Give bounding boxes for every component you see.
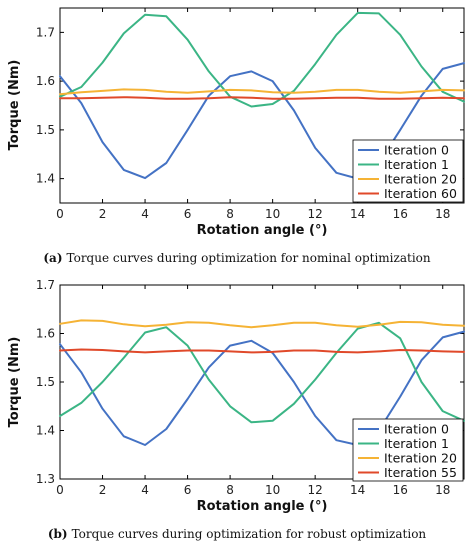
series-line-iteration-0 <box>59 62 465 180</box>
x-tick-label: 16 <box>393 483 408 497</box>
y-tick-label: 1.5 <box>36 123 55 137</box>
series-line-iteration-0 <box>59 330 465 446</box>
legend-label: Iteration 1 <box>384 436 449 451</box>
x-tick-label: 18 <box>435 483 450 497</box>
series-line-iteration-1 <box>59 11 465 108</box>
caption-b: (b) Torque curves during optimization for… <box>48 527 427 541</box>
x-tick-label: 12 <box>308 207 323 221</box>
series-line-iteration-20 <box>59 88 465 96</box>
panel-b: 0 2 4 6 8 10 12 14 16 18 1.3 1.4 1.5 1.6 1.7 Iteration … <box>7 278 465 541</box>
y-tick-label: 1.6 <box>36 327 55 341</box>
caption-text: Torque curves during optimization for ro… <box>72 527 427 541</box>
x-tick-label: 2 <box>99 483 107 497</box>
x-tick-label: 4 <box>141 483 149 497</box>
legend-label: Iteration 60 <box>384 186 457 201</box>
x-tick-label: 0 <box>56 207 64 221</box>
y-tick-label: 1.5 <box>36 375 55 389</box>
x-tick-label: 4 <box>141 207 149 221</box>
x-tick-label: 8 <box>226 483 234 497</box>
y-tick-label: 1.7 <box>36 278 55 292</box>
plot-frame <box>59 7 465 204</box>
caption-text: Torque curves during optimization for no… <box>67 251 431 265</box>
x-tick-label: 0 <box>56 483 64 497</box>
x-tick-label: 2 <box>99 207 107 221</box>
series-line-iteration-20 <box>59 319 465 329</box>
caption-tag: (b) <box>48 527 68 541</box>
y-axis-label: Torque (Nm) <box>7 60 22 151</box>
legend-label: Iteration 0 <box>384 143 449 158</box>
x-axis-label: Rotation angle (°) <box>197 499 328 514</box>
x-tick-label: 12 <box>308 483 323 497</box>
caption-tag: (a) <box>43 251 62 265</box>
y-tick-label: 1.3 <box>36 472 55 486</box>
x-tick-label: 6 <box>184 483 192 497</box>
series-line-iteration-60 <box>59 96 465 100</box>
x-axis-label: Rotation angle (°) <box>197 223 328 238</box>
legend-label: Iteration 20 <box>384 172 457 187</box>
x-tick-label: 14 <box>350 483 365 497</box>
x-tick-label: 6 <box>184 207 192 221</box>
x-tick-label: 16 <box>393 207 408 221</box>
legend-label: Iteration 1 <box>384 157 449 172</box>
y-axis-label: Torque (Nm) <box>7 337 22 428</box>
x-tick-label: 18 <box>435 207 450 221</box>
y-tick-label: 1.7 <box>36 25 55 39</box>
series-line-iteration-1 <box>59 321 465 424</box>
legend-label: Iteration 55 <box>384 465 457 480</box>
legend-label: Iteration 0 <box>384 422 449 437</box>
x-tick-label: 10 <box>265 483 280 497</box>
x-tick-label: 10 <box>265 207 280 221</box>
legend-label: Iteration 20 <box>384 451 457 466</box>
y-tick-label: 1.6 <box>36 74 55 88</box>
y-tick-label: 1.4 <box>36 172 55 186</box>
x-tick-label: 8 <box>226 207 234 221</box>
y-tick-label: 1.4 <box>36 424 55 438</box>
x-tick-label: 14 <box>350 207 365 221</box>
series-line-iteration-55 <box>59 348 465 354</box>
caption-a: (a) Torque curves during optimization for… <box>43 251 431 265</box>
